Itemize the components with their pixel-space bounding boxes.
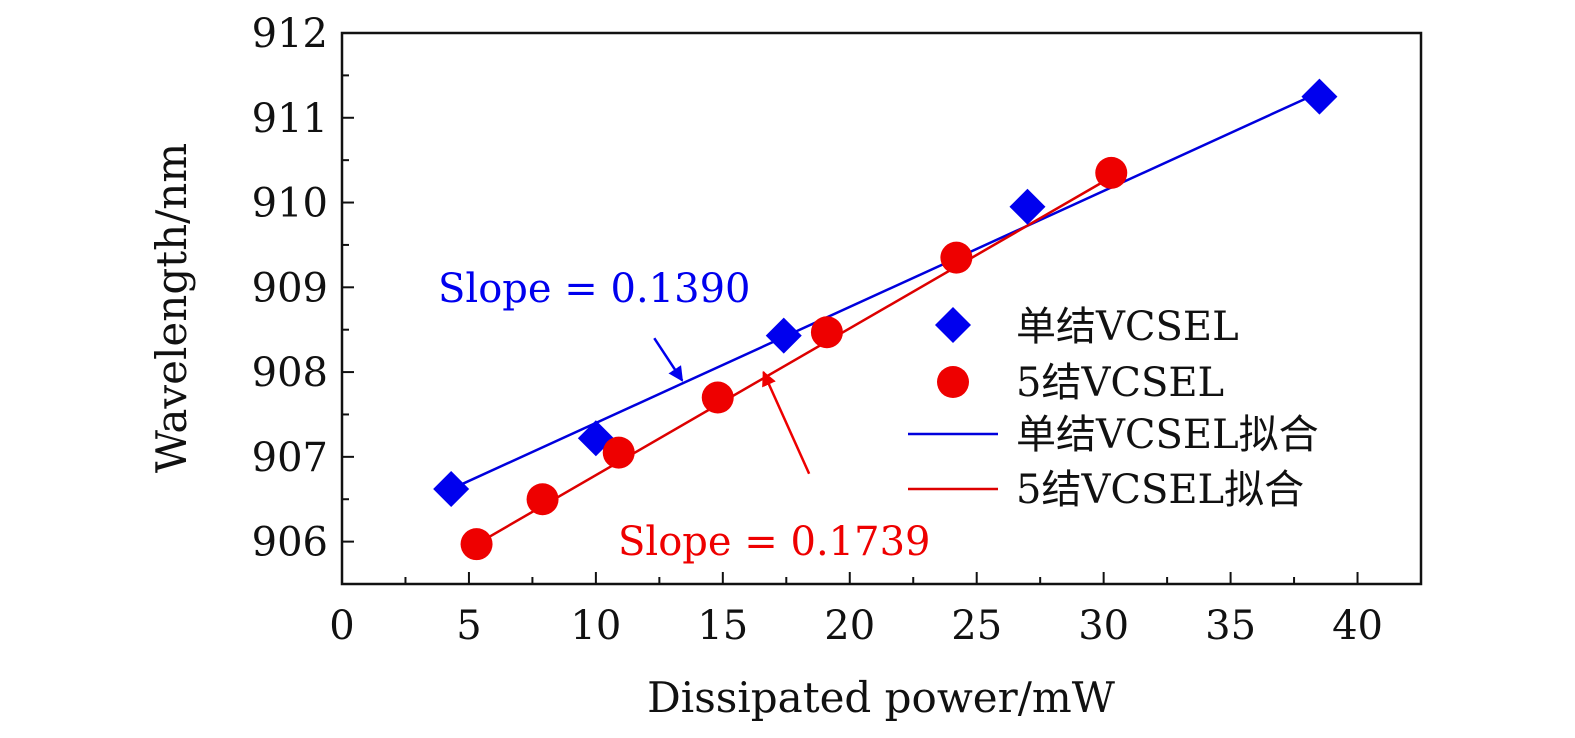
- x-tick-label: 35: [1205, 603, 1256, 649]
- circle-point: [1095, 156, 1128, 189]
- y-tick-label: 911: [252, 96, 328, 142]
- x-tick-label: 30: [1078, 603, 1129, 649]
- circle-point: [526, 483, 559, 516]
- data-points: [433, 78, 1338, 561]
- x-tick-label: 25: [951, 603, 1002, 649]
- diamond-point: [765, 317, 802, 354]
- y-axis-ticks: 906 907 908 909 910 911 912: [252, 11, 354, 566]
- circle-point: [602, 436, 635, 469]
- circle-point: [940, 241, 973, 274]
- x-axis-ticks: 0 5 10 15 20 25 30 35 40: [329, 572, 1383, 649]
- annotations: Slope = 0.1390 Slope = 0.1739: [438, 266, 930, 565]
- y-tick-label: 912: [252, 11, 328, 57]
- circle-point: [810, 316, 843, 349]
- x-tick-label: 0: [329, 603, 354, 649]
- y-tick-label: 907: [252, 435, 328, 481]
- circle-point: [460, 528, 493, 561]
- x-tick-label: 5: [456, 603, 481, 649]
- legend-label-single: 单结VCSEL: [1016, 304, 1239, 350]
- y-axis-title: Wavelength/nm: [147, 143, 196, 473]
- diamond-point: [433, 471, 470, 508]
- legend-label-five-fit: 5结VCSEL拟合: [1016, 467, 1304, 513]
- y-tick-label: 909: [252, 265, 328, 311]
- slope-label-red: Slope = 0.1739: [618, 519, 930, 565]
- plot-frame: [340, 31, 1423, 586]
- x-tick-label: 40: [1332, 603, 1383, 649]
- slope-arrow-red: [762, 370, 811, 475]
- x-tick-label: 15: [697, 603, 748, 649]
- legend: 单结VCSEL 5结VCSEL 单结VCSEL拟合 5结VCSEL拟合: [908, 304, 1319, 513]
- y-tick-label: 906: [252, 520, 328, 566]
- diamond-point: [1009, 188, 1046, 225]
- x-axis-title: Dissipated power/mW: [647, 673, 1116, 722]
- y-tick-label: 910: [252, 181, 328, 227]
- circle-point: [701, 381, 734, 414]
- x-tick-label: 20: [824, 603, 875, 649]
- fit-line-five: [475, 176, 1112, 546]
- slope-label-blue: Slope = 0.1390: [438, 266, 750, 312]
- legend-label-five: 5结VCSEL: [1016, 360, 1224, 406]
- diamond-point: [1301, 78, 1338, 115]
- legend-label-single-fit: 单结VCSEL拟合: [1016, 412, 1319, 458]
- x-tick-label: 10: [570, 603, 621, 649]
- legend-marker-diamond: [935, 307, 971, 343]
- slope-arrow-blue: [653, 337, 684, 382]
- legend-marker-circle: [937, 366, 969, 398]
- y-tick-label: 908: [252, 350, 328, 396]
